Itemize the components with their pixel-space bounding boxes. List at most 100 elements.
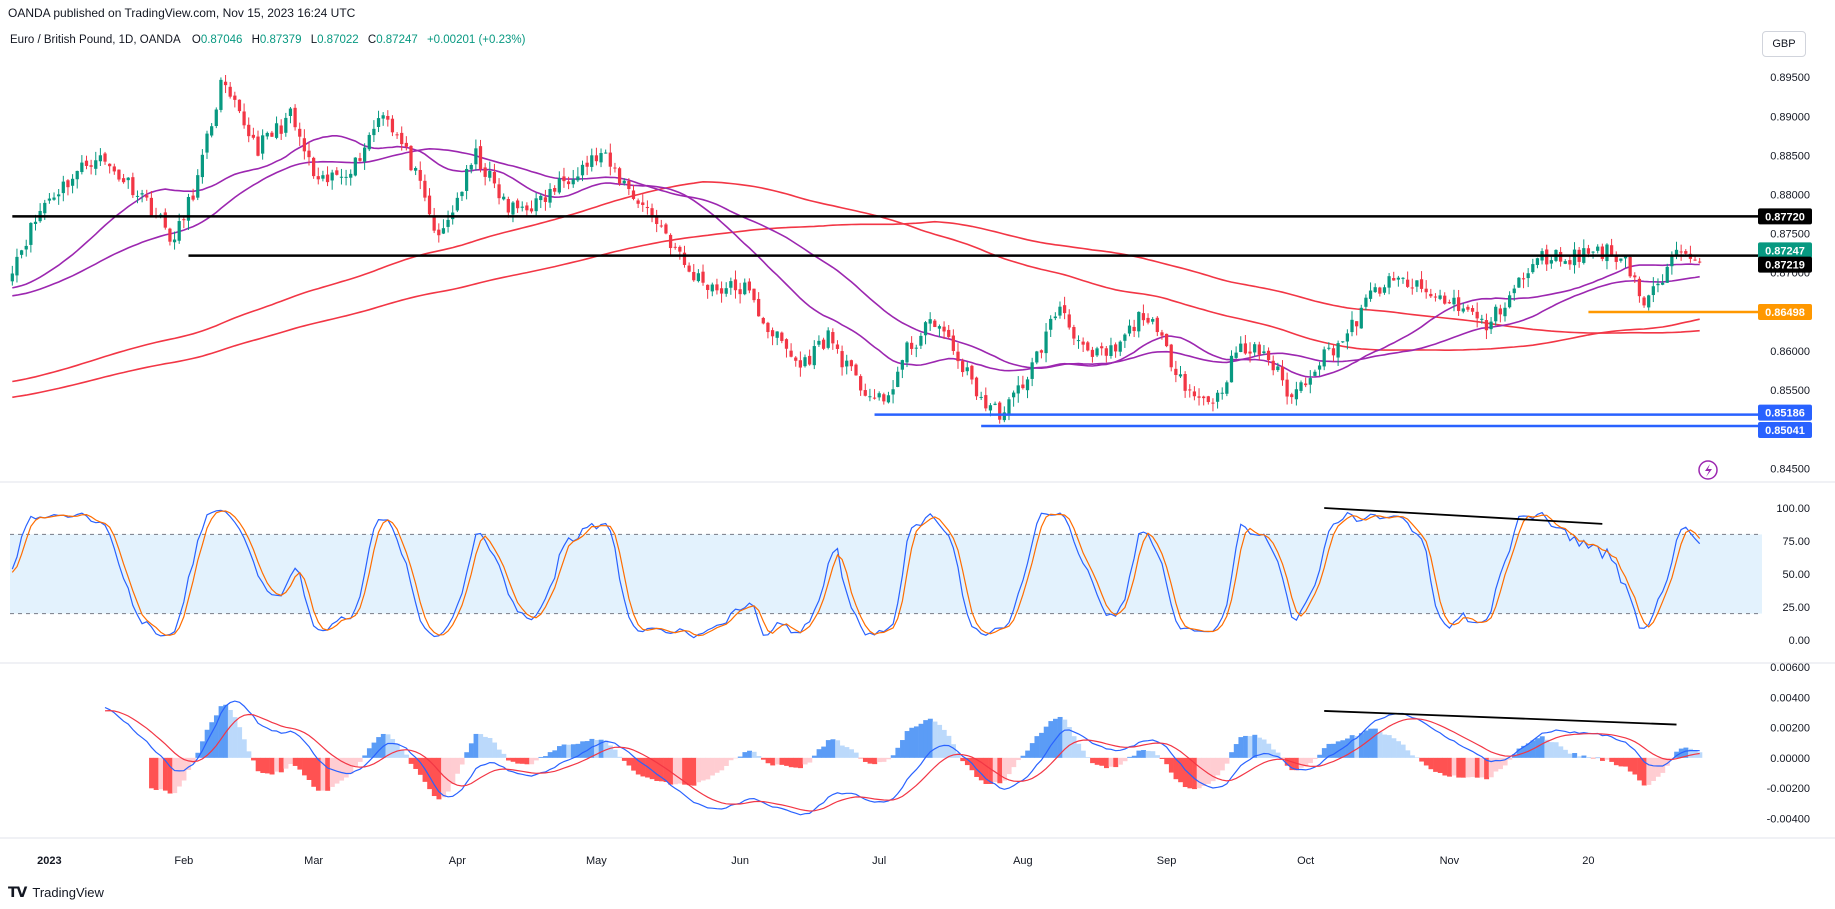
macd-histogram-bar: [1289, 757, 1295, 771]
stochastic-k-line: [11, 509, 1701, 639]
macd-histogram-bar: [1651, 757, 1656, 781]
candle-body: [1225, 382, 1229, 394]
candle-body: [706, 284, 710, 290]
low-label: L: [310, 34, 318, 46]
time-tick-label: 20: [1582, 855, 1594, 867]
macd-histogram-bar: [645, 757, 651, 778]
candle-body: [738, 289, 742, 295]
candle-body: [1164, 333, 1169, 347]
macd-histogram-bar: [1460, 757, 1466, 778]
candle-body: [979, 396, 983, 398]
macd-histogram-bar: [1377, 732, 1383, 758]
macd-histogram-bar: [1683, 747, 1689, 758]
tradingview-logo-icon: 𝗧𝗩: [8, 884, 27, 900]
macd-histogram-bar: [1409, 755, 1415, 758]
candle-body: [330, 172, 334, 181]
macd-histogram-bar: [649, 757, 655, 780]
macd-histogram-bar: [1071, 736, 1077, 758]
macd-histogram-bar: [431, 757, 437, 797]
candle-body: [321, 175, 325, 179]
candle-body: [1401, 277, 1405, 279]
macd-histogram-bar: [760, 757, 766, 760]
lightning-icon: [1698, 460, 1718, 480]
macd-histogram-bar: [1586, 756, 1592, 758]
candle-body: [57, 194, 61, 197]
currency-button[interactable]: GBP: [1762, 31, 1806, 57]
brand-name: TradingView: [32, 885, 104, 900]
candle-body: [1651, 286, 1655, 296]
macd-histogram-bar: [872, 757, 878, 765]
candle-body: [1285, 379, 1289, 397]
candle-body: [1160, 332, 1164, 336]
macd-histogram-bar: [1544, 739, 1550, 758]
macd-histogram-bar: [960, 757, 966, 762]
macd-histogram-bar: [1321, 748, 1327, 758]
macd-histogram-bar: [589, 738, 595, 758]
time-tick-label: Oct: [1297, 855, 1314, 867]
candle-body: [1053, 316, 1057, 319]
macd-histogram-bar: [709, 757, 715, 776]
candle-body: [1614, 254, 1618, 262]
candle-body: [1002, 412, 1006, 421]
macd-histogram-bar: [621, 757, 627, 761]
price-pane: [10, 74, 1758, 428]
macd-histogram-bar: [1238, 737, 1244, 758]
macd-histogram-bar: [1104, 757, 1109, 769]
candle-body: [525, 205, 529, 211]
candle-body: [200, 154, 205, 178]
candle-body: [381, 115, 385, 119]
macd-histogram-bar: [181, 757, 187, 781]
macd-histogram-bar: [1562, 749, 1568, 758]
macd-histogram-bar: [404, 754, 409, 758]
candle-body: [24, 245, 28, 250]
candle-body: [172, 239, 177, 243]
candle-body: [386, 115, 390, 120]
candle-body: [10, 273, 14, 282]
candle-body: [608, 152, 612, 167]
candle-body: [576, 176, 580, 181]
macd-histogram-bar: [900, 740, 905, 758]
macd-histogram-bar: [255, 757, 261, 772]
candle-body: [974, 377, 979, 397]
macd-histogram-bar: [825, 740, 831, 758]
candle-body: [1619, 258, 1623, 261]
candle-body: [1503, 307, 1507, 317]
candle-body: [923, 322, 928, 336]
candle-body: [89, 165, 93, 167]
macd-histogram-bar: [1215, 757, 1221, 776]
macd-histogram-bar: [547, 752, 553, 758]
macd-histogram-bar: [788, 757, 794, 768]
candle-body: [1600, 246, 1604, 259]
candle-body: [325, 174, 330, 183]
macd-histogram-bar: [607, 745, 613, 758]
candle-body: [580, 164, 585, 176]
candle-body: [1378, 287, 1382, 294]
macd-histogram-bar: [992, 757, 998, 783]
candle-body: [812, 346, 816, 366]
candle-body: [701, 271, 705, 283]
candle-body: [1215, 392, 1220, 402]
candle-body: [1429, 293, 1433, 297]
candle-body: [757, 298, 761, 317]
candle-body: [1067, 314, 1071, 328]
macd-histogram-bar: [835, 740, 841, 758]
price-tick-label: 0.87500: [1770, 229, 1810, 241]
time-tick-label: Jun: [731, 855, 749, 867]
candle-body: [131, 177, 135, 196]
price-label: 0.87219: [1765, 260, 1805, 272]
candle-body: [339, 176, 344, 178]
candle-body: [1039, 350, 1044, 353]
candle-body: [761, 317, 765, 324]
candle-body: [395, 134, 399, 136]
candle-body: [1674, 249, 1679, 256]
macd-histogram-bar: [1641, 757, 1647, 786]
low-value: 0.87022: [317, 34, 359, 46]
macd-histogram-bar: [1131, 755, 1137, 758]
candle-body: [483, 167, 487, 177]
macd-histogram-bar: [756, 756, 762, 758]
macd-histogram-bar: [478, 734, 484, 758]
macd-histogram-bar: [946, 735, 952, 758]
macd-histogram-bar: [839, 745, 845, 758]
macd-histogram-bar: [1011, 757, 1017, 768]
